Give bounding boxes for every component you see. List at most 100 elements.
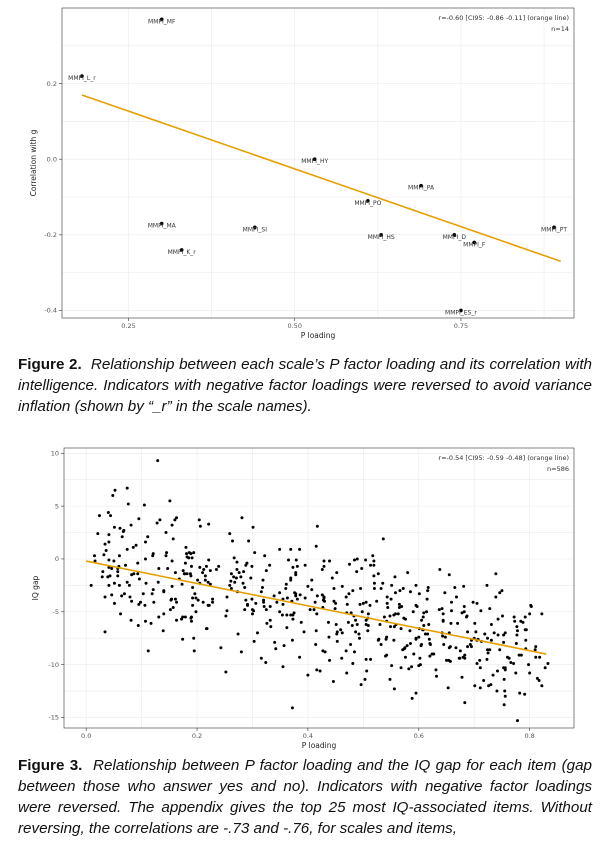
data-point [381, 581, 385, 585]
data-point [206, 580, 210, 584]
data-point [303, 563, 307, 567]
data-point [417, 664, 421, 668]
data-point [175, 618, 179, 622]
data-point [442, 643, 446, 647]
data-point [381, 537, 385, 541]
data-point [280, 613, 284, 617]
data-point [224, 614, 228, 618]
data-point [152, 600, 156, 604]
data-point [298, 655, 302, 659]
data-point [515, 629, 519, 633]
data-point [438, 568, 442, 572]
data-point [109, 514, 113, 518]
data-point [282, 644, 286, 648]
data-point [366, 612, 370, 616]
data-point [453, 585, 457, 589]
data-point [345, 602, 349, 606]
data-point [278, 547, 282, 551]
data-point [527, 663, 531, 667]
data-point [385, 635, 389, 639]
data-point [486, 636, 490, 640]
data-point [194, 596, 198, 600]
data-point [425, 610, 429, 614]
data-point [483, 632, 487, 636]
data-point [190, 556, 194, 560]
data-point [278, 610, 282, 614]
data-point [478, 666, 482, 670]
data-point [201, 600, 205, 604]
data-point [340, 656, 344, 660]
data-point [503, 668, 507, 672]
data-point [245, 602, 249, 606]
data-point [533, 648, 537, 652]
data-point [421, 615, 425, 619]
data-point [289, 578, 293, 582]
data-point [494, 595, 498, 599]
y-tick-label: -15 [48, 714, 59, 722]
figure2-chart: 0.25 0.50 0.75 -0.4 -0.2 0.0 0.2 P loading Corre… [29, 7, 575, 340]
point-label: MMPI_PO [354, 200, 381, 207]
data-point [352, 558, 356, 562]
data-point [192, 551, 196, 555]
data-point [191, 596, 195, 600]
data-point [474, 630, 478, 634]
data-point [137, 602, 141, 606]
data-point [460, 611, 464, 615]
x-tick-label: 0.6 [414, 732, 424, 740]
data-point [528, 612, 532, 616]
data-point [149, 621, 153, 625]
figure3-chart: 0.0 0.2 0.4 0.6 0.8 -15 -10 -5 0 5 10 P loading IQ g… [31, 447, 575, 750]
point-label: MMPI_MA [148, 222, 177, 229]
data-point [106, 510, 110, 514]
data-point [198, 524, 202, 528]
data-point [103, 630, 107, 634]
figure3-plot: 0.0 0.2 0.4 0.6 0.8 -15 -10 -5 0 5 10 P loading IQ g… [0, 440, 608, 752]
data-point [136, 624, 140, 628]
data-point [323, 599, 327, 603]
data-point [253, 225, 257, 230]
data-point [523, 692, 527, 696]
data-point [459, 308, 463, 313]
data-point [143, 540, 147, 544]
data-point [463, 653, 467, 657]
data-point [369, 563, 373, 567]
data-point [396, 612, 400, 616]
data-point [320, 593, 324, 597]
data-point [410, 665, 414, 669]
data-point [310, 588, 314, 592]
data-point [183, 615, 187, 619]
data-point [487, 684, 491, 688]
data-point [443, 635, 447, 639]
data-point [401, 587, 405, 591]
data-point [240, 516, 244, 520]
data-point [364, 657, 368, 661]
fit-line [81, 94, 561, 263]
data-point [355, 570, 359, 574]
data-point [126, 502, 130, 506]
data-point [502, 666, 506, 670]
data-point [315, 668, 319, 672]
data-point [365, 669, 369, 673]
data-point [107, 565, 111, 569]
data-point [136, 572, 140, 576]
data-point [478, 658, 482, 662]
data-point [136, 561, 140, 565]
data-point [143, 603, 147, 607]
point-label: MMPI_D [443, 234, 467, 241]
data-point [466, 645, 470, 649]
data-point [478, 686, 482, 690]
data-point [382, 615, 386, 619]
data-point [513, 619, 517, 623]
data-point [437, 608, 441, 612]
data-point [340, 631, 344, 635]
data-point [247, 539, 251, 543]
data-point [360, 566, 364, 570]
data-point [107, 540, 111, 544]
data-point [486, 651, 490, 655]
data-point [166, 566, 170, 570]
data-point [385, 595, 389, 599]
data-point [242, 570, 246, 574]
data-point [392, 625, 396, 629]
data-point [265, 621, 269, 625]
data-point [121, 529, 125, 533]
